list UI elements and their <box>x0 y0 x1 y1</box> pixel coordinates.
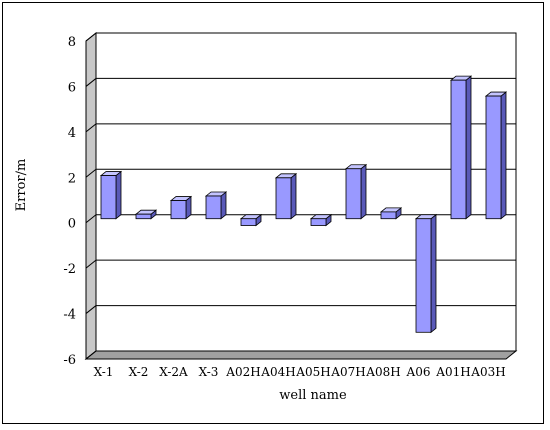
chart-frame: -6 -4 -2 0 2 4 6 8 X-1 X-2 X-2A X-3 A02H A04H A05H A07… <box>2 2 544 424</box>
bar-front <box>240 218 257 226</box>
bar-front <box>100 175 117 220</box>
bar <box>99 170 123 220</box>
bar-front <box>380 211 397 220</box>
floor <box>84 350 518 360</box>
gridline-depth <box>85 305 97 314</box>
bar-side <box>290 172 297 220</box>
x-tick-label: A02H <box>225 365 260 379</box>
bar <box>239 213 263 227</box>
x-tick-label: A07H <box>330 365 365 379</box>
bar-front <box>345 168 362 220</box>
gridline-depth <box>85 32 97 42</box>
bar-side <box>500 91 507 220</box>
x-tick-label: A04H <box>260 365 295 379</box>
x-tick-label: A06 <box>406 365 431 379</box>
y-tick-label: -2 <box>63 262 76 277</box>
gridline-depth <box>85 78 97 87</box>
back-wall <box>95 32 517 352</box>
x-axis-label: well name <box>279 388 347 403</box>
x-tick-label: X-2 <box>129 365 149 379</box>
y-tick-label: -6 <box>63 353 76 368</box>
bars <box>99 75 508 334</box>
bar <box>169 195 193 220</box>
y-tick-label: 2 <box>68 171 76 186</box>
bar <box>134 209 158 220</box>
bar-front <box>310 218 327 226</box>
x-tick-label: X-1 <box>94 365 114 379</box>
bar-side <box>360 163 367 220</box>
bar <box>414 213 438 334</box>
y-tick-label: 4 <box>68 126 76 141</box>
bar-front <box>205 195 222 220</box>
y-tick-label: -4 <box>63 308 76 323</box>
bar <box>379 207 403 220</box>
bar <box>344 163 368 220</box>
bar <box>484 91 508 220</box>
bar-side <box>220 191 227 220</box>
x-tick-label: A01H <box>435 365 470 379</box>
bar <box>204 191 228 220</box>
bar <box>449 75 473 220</box>
bar-front <box>450 79 467 220</box>
y-tick-label: 8 <box>68 35 76 50</box>
bar <box>274 172 298 220</box>
bar-side <box>430 213 437 334</box>
bar-chart: -6 -4 -2 0 2 4 6 8 X-1 X-2 X-2A X-3 A02H A04H A05H A07… <box>14 31 518 403</box>
gridline-depth <box>85 350 97 360</box>
y-axis-label: Error/m <box>14 159 29 212</box>
x-tick-labels: X-1 X-2 X-2A X-3 A02H A04H A05H A07H A08H A06 A01H… <box>94 365 506 379</box>
bar-front <box>415 218 432 333</box>
x-tick-label: X-2A <box>159 365 188 379</box>
bar-side <box>465 75 472 220</box>
bar <box>309 213 333 227</box>
x-tick-label: A03H <box>470 365 505 379</box>
gridlines <box>85 32 516 360</box>
bar-front <box>485 95 502 220</box>
x-tick-label: X-3 <box>199 365 219 379</box>
y-tick-label: 6 <box>68 80 76 95</box>
y-tick-label: 0 <box>68 217 76 232</box>
gridline-depth <box>85 168 97 178</box>
gridline-depth <box>85 214 97 224</box>
bar-front <box>170 200 187 220</box>
bar-front <box>135 213 152 220</box>
y-tick-labels: -6 -4 -2 0 2 4 6 8 <box>63 35 76 368</box>
bar-front <box>275 177 292 220</box>
chart-walls <box>84 31 518 361</box>
gridline-depth <box>85 259 97 269</box>
x-tick-label: A05H <box>295 365 330 379</box>
x-tick-label: A08H <box>365 365 400 379</box>
gridline-depth <box>85 123 97 133</box>
bar-side <box>115 170 122 220</box>
